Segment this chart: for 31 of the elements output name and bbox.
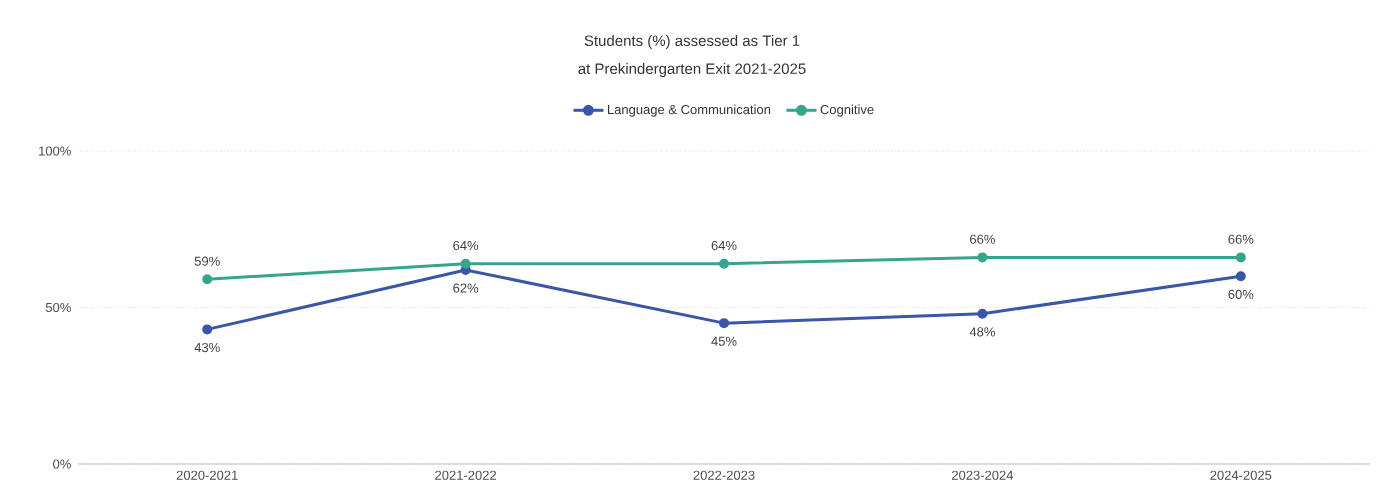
x-tick-label: 2024-2025	[1210, 470, 1272, 480]
data-label: 66%	[1228, 234, 1254, 244]
y-tick-label: 50%	[45, 302, 71, 313]
point	[719, 318, 730, 329]
point	[202, 324, 213, 335]
data-label: 43%	[194, 342, 220, 353]
point	[1235, 271, 1246, 282]
data-label: 45%	[711, 336, 737, 346]
data-label: 60%	[1228, 289, 1254, 299]
x-tick-label: 2021-2022	[435, 470, 497, 480]
data-label: 64%	[453, 240, 479, 251]
data-label: 59%	[194, 256, 220, 266]
legend-label: Cognitive	[820, 104, 874, 117]
data-label: 66%	[970, 234, 995, 244]
point	[1235, 252, 1246, 263]
data-label: 48%	[969, 327, 995, 337]
point	[719, 258, 730, 269]
x-tick-label: 2020-2021	[176, 470, 238, 480]
x-tick-label: 2023-2024	[951, 470, 1014, 480]
y-tick-label: 0%	[53, 459, 71, 469]
y-tick-label: 100%	[39, 146, 71, 156]
data-label: 64%	[711, 240, 737, 251]
legend-label: Language & Communication	[607, 104, 771, 117]
point	[460, 258, 471, 269]
chart-subtitle: at Prekindergarten Exit 2021-2025	[578, 62, 806, 77]
point	[202, 274, 213, 285]
point	[977, 252, 988, 263]
data-label: 62%	[453, 283, 479, 293]
x-tick-label: 2022-2023	[693, 470, 755, 480]
point	[977, 308, 988, 319]
chart-title: Students (%) assessed as Tier 1	[584, 35, 800, 49]
